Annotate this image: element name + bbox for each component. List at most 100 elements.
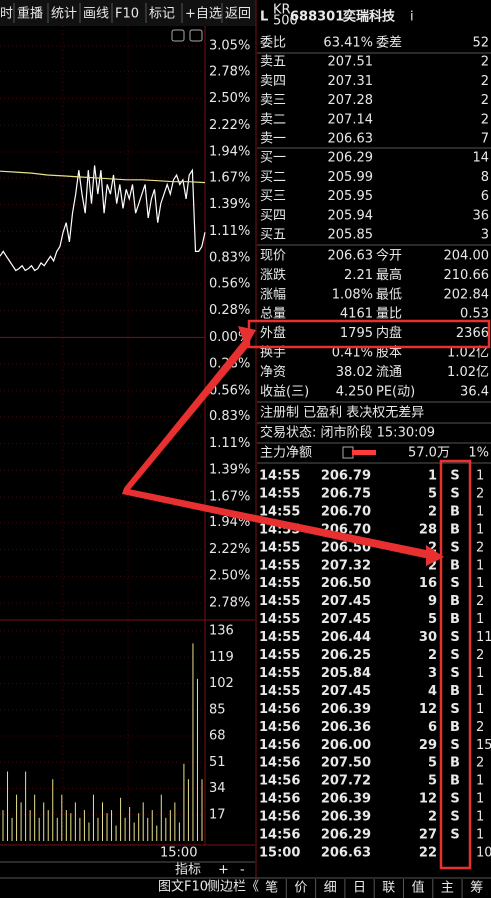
trade-side: B [450,684,460,699]
trade-time: 14:56 [259,792,300,807]
book-volume: 2 [481,112,489,127]
icon-button[interactable] [171,29,185,42]
y-tick-label: 1.67% [209,170,250,185]
quote: 1795 [340,326,373,341]
flow-amount: 57.0万 [408,446,450,461]
quote: 0.53 [460,307,489,322]
trade-time: 14:55 [259,666,300,681]
quote: 今开 [376,248,402,264]
tab[interactable]: 日 [353,881,366,896]
toolbar-button[interactable]: 时 [0,7,13,22]
trade-price: 206.44 [321,630,371,645]
trade-volume: 2 [428,648,437,663]
trade-price: 207.45 [321,594,371,609]
y-tick-label: 34 [209,781,226,796]
toolbar-button[interactable]: 返回 [225,7,251,22]
price-line [0,170,206,184]
button[interactable]: 指标 [175,863,201,878]
order-ratio: 委差 [376,36,402,51]
y-tick-label: 2.50% [209,569,250,584]
tab[interactable]: 筹 [470,880,483,896]
trade-side: B [450,504,460,519]
book-label: 卖二 [260,112,286,127]
trade-time: 14:56 [259,756,300,771]
quote: 内盘 [376,325,402,341]
y-tick-label: 0.56% [209,383,250,398]
toolbar-button[interactable]: F10 [115,7,139,22]
quote: 2366 [456,326,489,341]
trade-time: 14:55 [259,594,300,609]
y-tick-label: 2.22% [209,118,250,133]
book-label: 卖一 [260,132,286,147]
trade-volume: 3 [428,666,437,681]
book-volume: 36 [472,208,489,223]
button[interactable]: 图文F10 [158,880,208,895]
trade-volume: 4 [428,684,437,699]
trade-side: B [450,558,460,573]
trade-side: B [450,774,460,789]
tab[interactable]: 主 [441,881,454,896]
order-ratio: 52 [472,36,489,51]
toolbar-button[interactable]: 重播 [17,6,43,22]
flow-label: 主力净额 [260,446,312,461]
book-price: 205.85 [328,228,374,243]
tab[interactable]: 联 [382,881,395,896]
tab[interactable]: 笔 [265,880,278,896]
trade-time: 15:00 [259,845,300,860]
tab[interactable]: 细 [324,881,337,896]
trade-count: 1 [476,612,484,627]
y-tick-label: 0.56% [209,276,250,291]
y-tick-label: 1.39% [209,197,250,212]
trade-price: 206.00 [321,738,371,753]
trade-count: 1 [476,792,484,807]
trade-time: 14:55 [259,486,300,501]
y-tick-label: 51 [209,755,226,770]
quote: 股本 [376,346,402,361]
badge: KR [273,3,291,18]
button[interactable]: 侧边栏《 [207,880,259,895]
quote: 流通 [376,365,402,380]
trade-side: B [450,612,460,627]
book-label: 买四 [260,208,286,223]
trade-time: 14:56 [259,720,300,735]
toolbar-button[interactable]: 统计 [51,7,77,22]
y-tick-label: 1.39% [209,463,250,478]
arrow [124,337,250,492]
price-line [0,165,206,272]
button[interactable]: - [240,863,245,878]
trade-price: 206.25 [321,648,371,663]
trade-count: 1 [476,684,484,699]
trade-count: 1 [476,810,484,825]
trade-price: 206.50 [321,576,371,591]
trade-side: B [450,720,460,735]
tab[interactable]: 价 [294,881,307,896]
quote: 1.08% [332,287,373,302]
toolbar-button[interactable]: +自选 [185,7,222,22]
trade-count: 1 [476,558,484,573]
trade-count: 1 [476,504,484,519]
tab[interactable]: 值 [412,880,425,896]
icon-button[interactable] [189,29,203,42]
button[interactable]: + [218,863,229,878]
trade-count: 1 [476,522,484,537]
trade-volume: 2 [428,540,437,555]
toolbar-button[interactable]: 标记 [149,7,175,22]
trade-time: 14:56 [259,702,300,717]
toolbar-button[interactable]: 画线 [83,7,109,22]
trade-time: 14:56 [259,810,300,825]
trade-volume: 2 [428,504,437,519]
trade-price: 207.45 [321,612,371,627]
order-ratio: 委比 [260,36,286,51]
y-tick-label: 102 [209,676,234,691]
quote: 涨幅 [260,287,286,302]
book-volume: 2 [481,55,489,70]
trade-count: 1 [476,774,484,789]
trade-price: 206.39 [321,810,371,825]
trade-count: 10 [476,845,491,860]
quote: 1.02亿 [447,365,489,380]
y-tick-label: 17 [209,807,226,822]
trade-price: 206.63 [321,845,371,860]
trade-count: 1 [476,576,484,591]
trade-price: 207.50 [321,756,371,771]
